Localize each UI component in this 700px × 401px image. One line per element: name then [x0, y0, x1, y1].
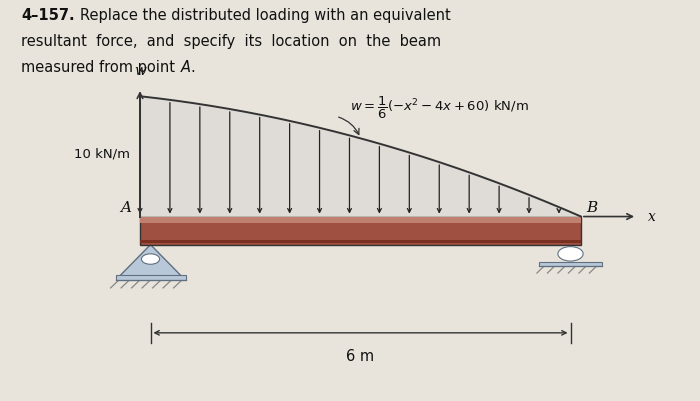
Text: $w = \dfrac{1}{6}(-x^2 - 4x + 60)\ \mathrm{kN/m}$: $w = \dfrac{1}{6}(-x^2 - 4x + 60)\ \math… — [350, 95, 529, 122]
Bar — [116, 275, 186, 280]
Text: .: . — [190, 60, 195, 75]
Bar — [140, 217, 581, 223]
Text: resultant  force,  and  specify  its  location  on  the  beam: resultant force, and specify its locatio… — [21, 34, 441, 49]
Text: measured from point: measured from point — [21, 60, 180, 75]
Bar — [539, 262, 602, 266]
Text: 6 m: 6 m — [346, 349, 374, 364]
Text: B: B — [587, 200, 598, 215]
Text: Replace the distributed loading with an equivalent: Replace the distributed loading with an … — [80, 8, 452, 23]
Text: 10 kN/m: 10 kN/m — [74, 148, 130, 160]
Text: A: A — [181, 60, 191, 75]
Circle shape — [558, 247, 583, 261]
Bar — [140, 217, 581, 245]
Text: x: x — [648, 210, 655, 223]
Text: w: w — [134, 64, 146, 78]
Circle shape — [141, 254, 160, 264]
Text: A: A — [120, 200, 132, 215]
Polygon shape — [119, 245, 182, 277]
Bar — [140, 240, 581, 243]
Text: 4–157.: 4–157. — [21, 8, 75, 23]
